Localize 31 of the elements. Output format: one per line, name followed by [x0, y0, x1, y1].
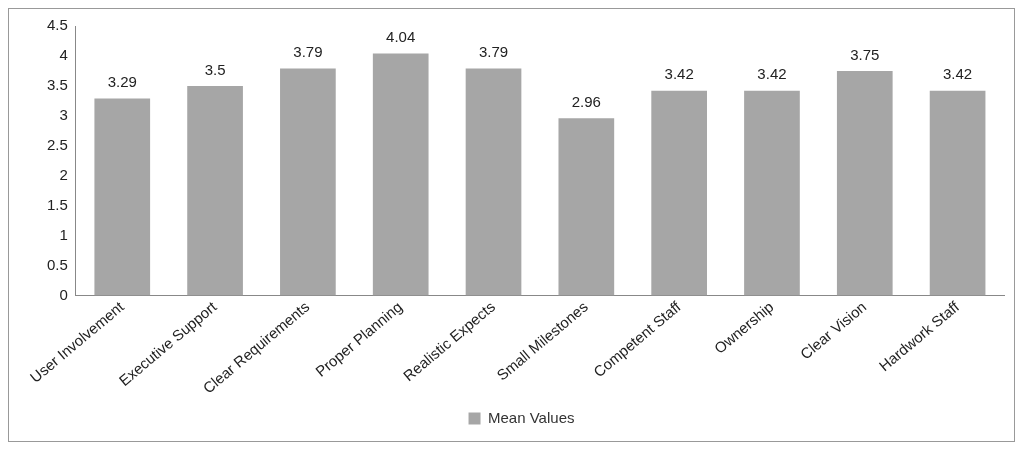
data-label: 2.96 — [571, 92, 601, 110]
data-label: 3.42 — [757, 65, 787, 83]
legend-label: Mean Values — [488, 408, 575, 426]
bar — [465, 68, 522, 296]
data-label: 3.79 — [293, 43, 323, 61]
bar — [744, 90, 800, 296]
y-tick-label: 4.5 — [46, 16, 68, 34]
data-label: 4.04 — [386, 28, 416, 46]
y-tick-label: 1.5 — [46, 195, 68, 213]
data-label: 3.42 — [664, 65, 694, 83]
bar — [836, 70, 893, 296]
y-tick-label: 4 — [59, 46, 68, 64]
y-tick-label: 1 — [59, 225, 68, 243]
y-tick-label: 0 — [59, 285, 68, 303]
data-label: 3.79 — [478, 43, 509, 61]
data-label: 3.75 — [850, 45, 880, 63]
y-tick-label: 2 — [59, 165, 68, 183]
bar — [651, 90, 707, 296]
bar — [94, 98, 151, 296]
bar — [187, 85, 243, 296]
data-label: 3.5 — [204, 60, 226, 78]
bar — [280, 68, 336, 296]
bar — [929, 90, 986, 296]
y-tick-label: 2.5 — [46, 135, 68, 153]
y-tick-label: 3 — [59, 105, 68, 123]
y-tick-label: 0.5 — [46, 255, 68, 273]
bar — [558, 118, 615, 296]
bar — [372, 53, 429, 296]
y-tick-label: 3.5 — [46, 76, 68, 94]
data-label: 3.42 — [942, 65, 973, 83]
data-label: 3.29 — [107, 73, 137, 91]
